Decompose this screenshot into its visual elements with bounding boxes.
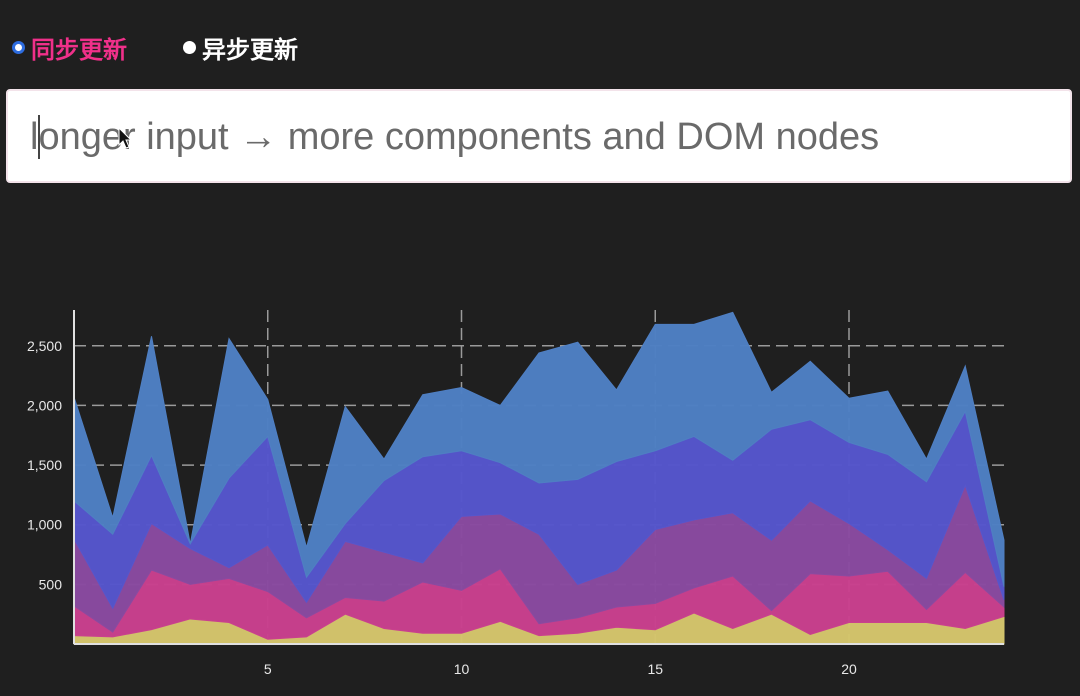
sync-update-radio[interactable] xyxy=(12,41,25,54)
text-caret xyxy=(38,115,40,159)
async-update-label: 异步更新 xyxy=(202,36,298,64)
sync-update-option[interactable]: 同步更新 xyxy=(12,30,127,65)
text-input-container xyxy=(6,89,1072,183)
x-tick-label: 20 xyxy=(841,661,857,677)
axes xyxy=(73,310,1004,645)
area-series-group xyxy=(73,311,1005,645)
stacked-area-chart: 500 1,000 1,500 2,000 2,500 5 10 15 20 xyxy=(27,310,1005,677)
tick-labels: 500 1,000 1,500 2,000 2,500 5 10 15 20 xyxy=(27,338,857,677)
y-tick-label: 1,000 xyxy=(27,517,62,533)
x-tick-label: 15 xyxy=(647,661,663,677)
text-input[interactable] xyxy=(28,101,1042,173)
x-tick-label: 5 xyxy=(264,661,272,677)
async-update-radio[interactable] xyxy=(183,41,196,54)
y-tick-label: 500 xyxy=(39,576,63,592)
y-tick-label: 1,500 xyxy=(27,457,62,473)
async-update-option[interactable]: 异步更新 xyxy=(183,30,298,65)
y-tick-label: 2,000 xyxy=(27,397,62,413)
update-mode-radio-group: 同步更新 异步更新 xyxy=(12,30,298,65)
area-series-4 xyxy=(73,311,1005,587)
x-tick-label: 10 xyxy=(454,661,470,677)
sync-update-label: 同步更新 xyxy=(31,36,127,64)
mouse-pointer-icon xyxy=(118,127,133,149)
y-tick-label: 2,500 xyxy=(27,338,62,354)
